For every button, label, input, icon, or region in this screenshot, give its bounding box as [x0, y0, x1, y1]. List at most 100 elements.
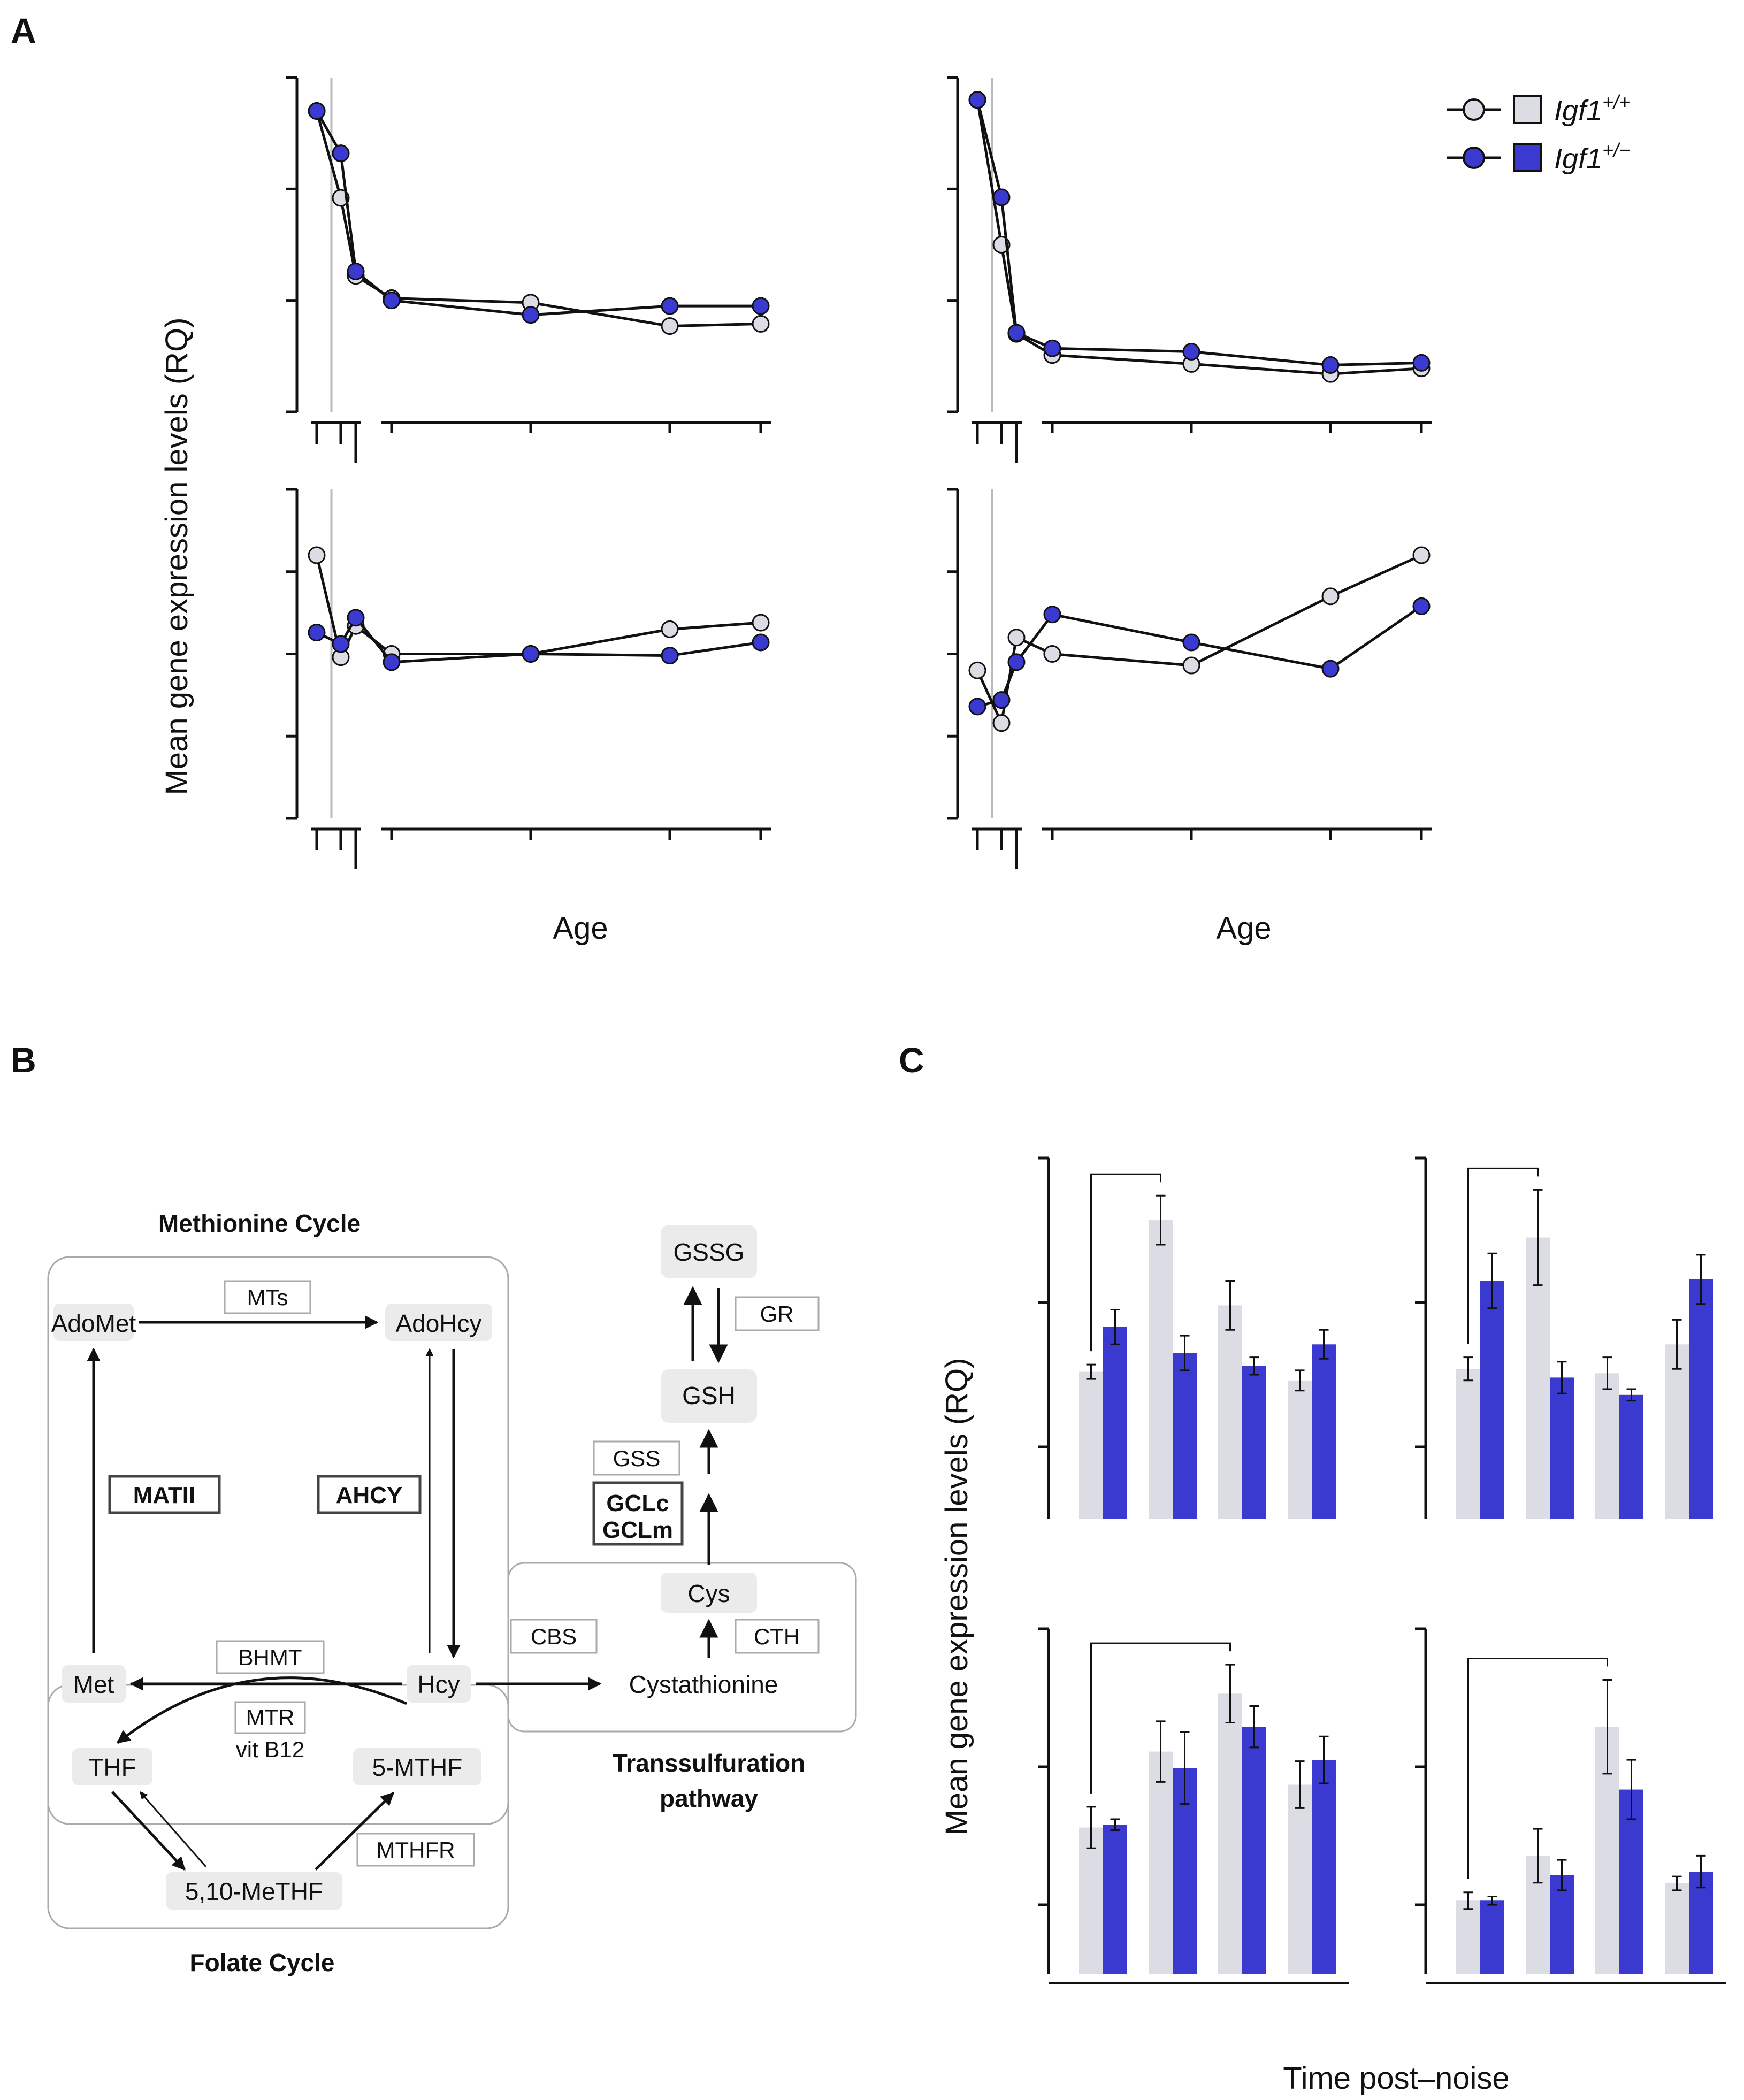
panel-a-chart-1-het-point-12-m	[1412, 354, 1431, 372]
panel-c-chart-0-het-bar-b	[1103, 1327, 1127, 1519]
panel-a-chart-3-het-point-1-2-m	[1043, 606, 1061, 624]
panel-c-chart-2-wt-bar-3-d	[1218, 1693, 1242, 1974]
panel-letter-c: C	[899, 1040, 924, 1080]
legend-het: Igf1+/−	[1447, 139, 1630, 175]
panel-c-chart-3-het-bar-4-h	[1550, 1875, 1574, 1974]
cys-node: Cys	[687, 1580, 730, 1607]
panel-a-xlabel-right: Age	[1216, 911, 1271, 946]
adohcy-node-bg	[385, 1304, 492, 1341]
bhmt-enzyme: BHMT	[239, 1645, 302, 1670]
adomet-node-bg	[53, 1304, 134, 1341]
legend-het-label: Igf1	[1554, 143, 1602, 175]
transsulfuration-box	[507, 1562, 857, 1733]
met-node: Met	[73, 1670, 114, 1698]
panel-a-chart-0-het-line	[315, 110, 761, 317]
panel-a-chart-2-het-point-12-m	[752, 633, 770, 652]
svg-text:Igf1+/+: Igf1+/+	[1554, 91, 1630, 127]
panel-a-chart-1-het-line	[976, 99, 1422, 367]
panel-a-chart-3	[947, 488, 1432, 869]
panel-c-chart-3-significance-bracket	[1467, 1657, 1608, 1879]
panel-a-chart-2-wt-point-e15-5	[308, 546, 326, 564]
panel-c-ylabel: Mean gene expression levels (RQ)	[939, 1358, 974, 1836]
panel-a-chart-0-het-point-15-d	[347, 263, 365, 280]
panel-a-chart-1-het-point-1-2-m	[1043, 339, 1061, 357]
panel-a-chart-3-het-point-9-10-m	[1321, 660, 1340, 678]
arrow-mtr-arc	[117, 1676, 407, 1744]
panel-a-chart-2-wt-point-12-m	[752, 614, 770, 632]
arrow-methf-to-mthf5	[315, 1792, 394, 1871]
panel-a-chart-2-het-point-e18-5	[332, 635, 350, 653]
panel-a-chart-3-wt-point-e18-5	[992, 714, 1011, 732]
panel-c-chart-0	[1038, 1156, 1336, 1519]
panel-a-chart-2-het-point-9-10-m	[661, 647, 679, 665]
panel-a-chart-1-het-point-5-6-m	[1182, 343, 1200, 361]
panel-c-chart-2-het-bar-28-d	[1312, 1760, 1336, 1974]
panel-a-chart-1	[947, 76, 1432, 463]
panel-a-chart-0-het-point-5-6-m	[522, 306, 540, 324]
panel-a-chart-2-het-point-15-d	[347, 609, 365, 627]
legend-het-bar-swatch	[1513, 143, 1542, 172]
cth-enzyme-box	[735, 1619, 820, 1654]
panel-letter-a: A	[11, 11, 36, 50]
panel-a-chart-3-wt-point-1-2-m	[1043, 645, 1061, 663]
panel-c-chart-2-het-bar-3-d	[1242, 1727, 1266, 1974]
mthfr-enzyme-box	[356, 1833, 475, 1867]
panel-a-chart-3-wt-point-5-6-m	[1182, 656, 1200, 675]
gsh-node-bg	[661, 1369, 757, 1423]
gcl-enzyme-box	[592, 1481, 684, 1546]
met-node-bg	[62, 1665, 126, 1703]
legend-wt-bar-swatch	[1513, 95, 1542, 124]
legend-het-genotype: +/−	[1602, 139, 1630, 161]
panel-a-chart-2-wt-point-9-10-m	[661, 620, 679, 638]
methf-node-bg	[166, 1872, 342, 1910]
panel-a-chart-0-het-point-e15-5	[308, 102, 326, 120]
gssg-node: GSSG	[674, 1238, 745, 1266]
mts-enzyme: MTs	[247, 1285, 288, 1310]
hcy-node-bg	[407, 1665, 471, 1703]
arrow-methf-to-thf	[139, 1791, 207, 1867]
panel-a-chart-0-het-point-e18-5	[332, 144, 350, 163]
panel-c-chart-2-wt-bar-4-h	[1149, 1751, 1173, 1974]
panel-c-chart-2-wt-bar-28-d	[1288, 1784, 1312, 1974]
panel-c-chart-0-wt-bar-4-h	[1149, 1220, 1173, 1519]
legend-wt: Igf1+/+	[1447, 91, 1630, 127]
cys-node-bg	[661, 1573, 757, 1613]
panel-a-chart-3-het-point-e18-5	[992, 691, 1011, 709]
panel-c-chart-1-het-bar-4-h	[1550, 1377, 1574, 1519]
panel-a-chart-3-wt-point-9-10-m	[1321, 587, 1340, 606]
panel-c-chart-3-het-bar-b	[1480, 1900, 1504, 1974]
panel-a-chart-3-wt-point-12-m	[1412, 546, 1431, 564]
gss-enzyme: GSS	[613, 1446, 661, 1471]
panel-a-chart-0-wt-point-9-10-m	[661, 317, 679, 335]
panel-c-bar-charts	[1038, 1156, 1726, 1984]
panel-a-chart-3-het-point-15-d	[1007, 653, 1026, 671]
panel-a-chart-3-het-point-12-m	[1412, 597, 1431, 615]
gsh-node: GSH	[682, 1382, 736, 1409]
panel-c-chart-2	[1038, 1627, 1349, 1984]
gr-enzyme-box	[735, 1296, 820, 1331]
panel-c-chart-3-wt-bar-28-d	[1665, 1883, 1689, 1974]
gr-enzyme: GR	[760, 1301, 794, 1327]
legend-wt-genotype: +/+	[1602, 91, 1630, 113]
panel-a-chart-1-x-axis	[972, 421, 1432, 463]
panel-c-chart-1	[1415, 1156, 1713, 1519]
matii-enzyme: MATII	[133, 1482, 196, 1508]
mts-enzyme-box	[224, 1280, 311, 1314]
mtr-enzyme: MTR	[246, 1705, 295, 1730]
gss-enzyme-box	[593, 1440, 680, 1476]
panel-c-chart-0-wt-bar-28-d	[1288, 1380, 1312, 1519]
panel-c-chart-1-wt-bar-28-d	[1665, 1344, 1689, 1519]
gclc-enzyme: GCLc	[606, 1490, 669, 1516]
thf-node-bg	[72, 1748, 152, 1785]
panel-a-chart-1-het-point-e18-5	[992, 188, 1011, 206]
panel-a-chart-0-het-point-1-2-m	[383, 292, 401, 310]
ahcy-enzyme-box	[317, 1475, 422, 1514]
transsulfuration-title-line2: pathway	[660, 1784, 758, 1812]
panel-a-chart-2-het-point-1-2-m	[383, 653, 401, 671]
panel-c-chart-3-het-bar-28-d	[1689, 1872, 1713, 1974]
panel-c-chart-2-wt-bar-b	[1079, 1827, 1103, 1974]
panel-a-ylabel: Mean gene expression levels (RQ)	[159, 318, 194, 795]
panel-a-chart-0-het-point-9-10-m	[661, 297, 679, 315]
panel-c-chart-1-significance-bracket	[1467, 1167, 1539, 1344]
